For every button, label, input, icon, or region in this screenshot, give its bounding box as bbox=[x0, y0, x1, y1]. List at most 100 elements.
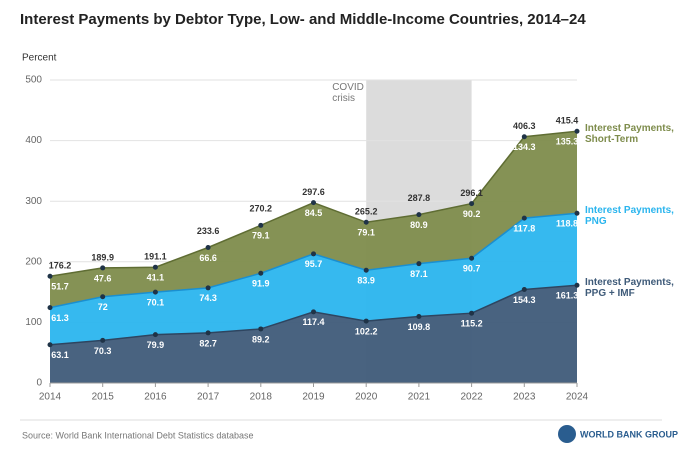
value-label: 87.1 bbox=[410, 269, 428, 279]
value-label: 95.7 bbox=[305, 259, 323, 269]
logo-icon bbox=[558, 425, 576, 443]
y-tick-label: 0 bbox=[36, 378, 42, 389]
value-label: 70.3 bbox=[94, 346, 112, 356]
y-tick-label: 100 bbox=[25, 317, 42, 328]
point bbox=[469, 201, 475, 207]
value-label: 80.9 bbox=[410, 220, 428, 230]
value-label: 118.8 bbox=[556, 219, 578, 229]
series-label: Interest Payments, Short-Term bbox=[585, 123, 674, 146]
region-label: COVID crisis bbox=[332, 82, 364, 104]
total-label: 415.4 bbox=[556, 116, 579, 126]
point bbox=[152, 332, 158, 338]
chart-title: Interest Payments by Debtor Type, Low- a… bbox=[20, 11, 586, 28]
x-tick-label: 2020 bbox=[355, 392, 378, 403]
value-label: 135.3 bbox=[556, 137, 579, 147]
x-tick-label: 2024 bbox=[566, 392, 589, 403]
value-label: 89.2 bbox=[252, 334, 270, 344]
value-label: 109.8 bbox=[408, 322, 431, 332]
area bbox=[50, 213, 577, 345]
total-label: 297.6 bbox=[302, 187, 325, 197]
point bbox=[205, 330, 211, 336]
point bbox=[416, 212, 422, 218]
point bbox=[152, 264, 158, 270]
x-tick-label: 2022 bbox=[460, 392, 483, 403]
value-label: 161.3 bbox=[556, 291, 579, 301]
total-label: 189.9 bbox=[91, 252, 114, 262]
point bbox=[258, 222, 264, 228]
y-axis-label: Percent bbox=[22, 53, 57, 64]
total-label: 233.6 bbox=[197, 226, 220, 236]
value-label: 61.3 bbox=[51, 313, 69, 323]
value-label: 47.6 bbox=[94, 273, 112, 283]
value-label: 70.1 bbox=[147, 297, 165, 307]
point bbox=[205, 244, 211, 250]
point bbox=[152, 289, 158, 295]
x-tick-label: 2023 bbox=[513, 392, 536, 403]
value-label: 134.3 bbox=[513, 142, 536, 152]
total-label: 176.2 bbox=[49, 261, 72, 271]
point bbox=[363, 267, 369, 273]
value-label: 82.7 bbox=[199, 338, 217, 348]
y-tick-label: 400 bbox=[25, 135, 42, 146]
value-label: 66.6 bbox=[199, 253, 217, 263]
point bbox=[363, 219, 369, 225]
series-label: Interest Payments, PPG + IMF bbox=[585, 277, 674, 300]
point bbox=[100, 265, 106, 271]
point bbox=[258, 326, 264, 332]
point bbox=[311, 309, 316, 315]
y-tick-label: 500 bbox=[25, 75, 42, 86]
total-label: 287.8 bbox=[408, 193, 431, 203]
point bbox=[100, 337, 106, 343]
value-label: 84.5 bbox=[305, 208, 323, 218]
value-label: 72 bbox=[98, 302, 108, 312]
point bbox=[521, 215, 527, 221]
value-label: 74.3 bbox=[199, 293, 217, 303]
value-label: 91.9 bbox=[252, 279, 270, 289]
value-label: 79.1 bbox=[357, 228, 375, 238]
total-label: 296.1 bbox=[460, 188, 483, 198]
x-tick-label: 2019 bbox=[302, 392, 325, 403]
point bbox=[47, 342, 53, 348]
point bbox=[100, 294, 106, 300]
total-label: 406.3 bbox=[513, 121, 536, 131]
value-label: 90.2 bbox=[463, 209, 481, 219]
point bbox=[574, 282, 580, 288]
value-label: 83.9 bbox=[357, 276, 375, 286]
x-tick-label: 2017 bbox=[197, 392, 220, 403]
point bbox=[363, 318, 369, 324]
x-tick-label: 2014 bbox=[39, 392, 62, 403]
value-label: 79.1 bbox=[252, 231, 270, 241]
x-tick-label: 2016 bbox=[144, 392, 167, 403]
point bbox=[258, 270, 264, 276]
y-tick-label: 200 bbox=[25, 256, 42, 267]
value-label: 79.9 bbox=[147, 340, 165, 350]
total-label: 265.2 bbox=[355, 207, 378, 217]
value-label: 41.1 bbox=[147, 273, 165, 283]
x-tick-label: 2018 bbox=[250, 392, 273, 403]
y-tick-label: 300 bbox=[25, 196, 42, 207]
value-label: 117.4 bbox=[302, 317, 324, 327]
point bbox=[416, 313, 422, 319]
point bbox=[574, 210, 580, 216]
point bbox=[521, 286, 527, 292]
point bbox=[469, 255, 475, 261]
area bbox=[50, 285, 577, 383]
value-label: 63.1 bbox=[51, 350, 69, 360]
total-label: 270.2 bbox=[250, 204, 273, 214]
logo: WORLD BANK GROUP bbox=[580, 429, 678, 439]
source: Source: World Bank International Debt St… bbox=[22, 430, 253, 440]
x-tick-label: 2021 bbox=[408, 392, 431, 403]
point bbox=[521, 134, 527, 140]
value-label: 117.8 bbox=[513, 223, 535, 233]
point bbox=[574, 128, 580, 134]
point bbox=[469, 310, 475, 316]
point bbox=[47, 305, 53, 311]
value-label: 154.3 bbox=[513, 295, 536, 305]
x-tick-label: 2015 bbox=[92, 392, 115, 403]
point bbox=[47, 273, 53, 279]
value-label: 51.7 bbox=[51, 282, 69, 292]
point bbox=[416, 261, 422, 267]
point bbox=[311, 200, 316, 206]
